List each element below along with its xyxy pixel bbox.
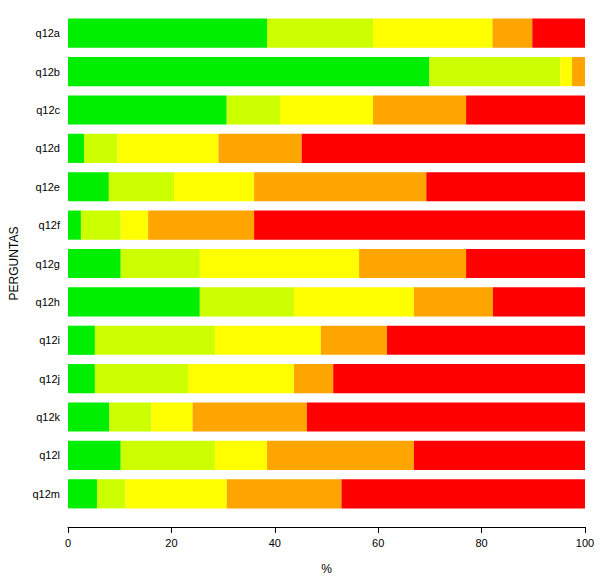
- svg-text:100: 100: [576, 537, 594, 549]
- svg-text:60: 60: [372, 537, 384, 549]
- svg-text:PERGUNTAS: PERGUNTAS: [7, 227, 21, 301]
- svg-text:q12d: q12d: [36, 142, 60, 154]
- svg-text:20: 20: [165, 537, 177, 549]
- svg-text:q12j: q12j: [39, 373, 60, 385]
- svg-text:q12f: q12f: [39, 219, 61, 231]
- svg-text:q12h: q12h: [36, 296, 60, 308]
- svg-text:q12b: q12b: [36, 66, 60, 78]
- svg-text:q12i: q12i: [39, 334, 60, 346]
- svg-text:q12k: q12k: [36, 411, 60, 423]
- svg-text:q12c: q12c: [36, 104, 60, 116]
- svg-text:q12g: q12g: [36, 258, 60, 270]
- svg-text:80: 80: [475, 537, 487, 549]
- svg-text:0: 0: [65, 537, 71, 549]
- svg-text:%: %: [321, 562, 332, 576]
- svg-text:q12l: q12l: [39, 449, 60, 461]
- svg-text:q12a: q12a: [36, 27, 61, 39]
- svg-text:q12m: q12m: [32, 488, 60, 500]
- svg-text:40: 40: [269, 537, 281, 549]
- svg-text:q12e: q12e: [36, 181, 60, 193]
